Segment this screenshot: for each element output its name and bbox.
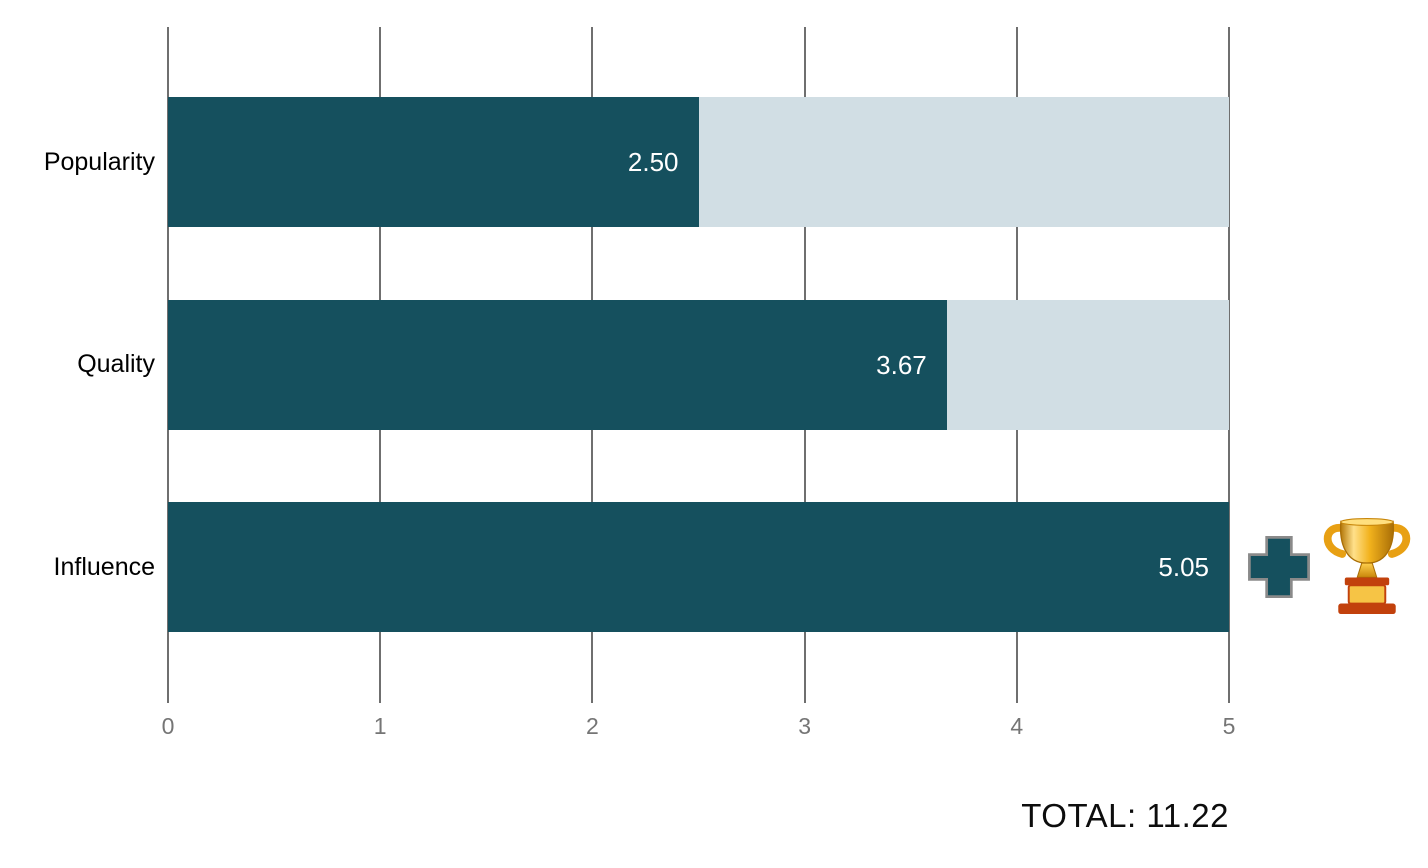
- category-label: Influence: [53, 552, 155, 581]
- x-tick-label: 2: [585, 713, 599, 739]
- influence-bonus-annotation: [1242, 515, 1414, 619]
- x-tick-label: 5: [1222, 713, 1236, 739]
- category-label: Quality: [77, 350, 155, 378]
- bar-row: Popularity 2.50: [44, 97, 1229, 227]
- bar-value-label: 2.50: [627, 147, 679, 177]
- bar-value-label: 3.67: [876, 349, 927, 380]
- x-tick-label: 3: [798, 713, 811, 739]
- plus-icon: [1248, 536, 1310, 598]
- bar-value-label: 5.05: [1158, 552, 1209, 582]
- bar-row: Influence 5.05: [54, 502, 1229, 632]
- plot-area: Popularity 2.50 Quality 3.67 Influence 5.05 0…: [44, 27, 1235, 738]
- x-axis-tick-labels: 0 1 2 3 4 5: [162, 713, 1236, 743]
- x-tick-label: 0: [161, 713, 175, 739]
- total-label: TOTAL: 11.22: [1021, 797, 1229, 834]
- x-tick-label: 4: [1010, 713, 1024, 739]
- trophy-icon: [1323, 518, 1411, 614]
- bar-fill: 3.67: [168, 299, 947, 430]
- bar-fill: 5.05: [168, 502, 1229, 632]
- category-label: Popularity: [43, 147, 155, 176]
- gridline: [1228, 27, 1230, 703]
- bar-row: Quality 3.67: [77, 299, 1229, 430]
- bar-fill: 2.50: [168, 97, 699, 227]
- x-tick-label: 1: [373, 713, 387, 739]
